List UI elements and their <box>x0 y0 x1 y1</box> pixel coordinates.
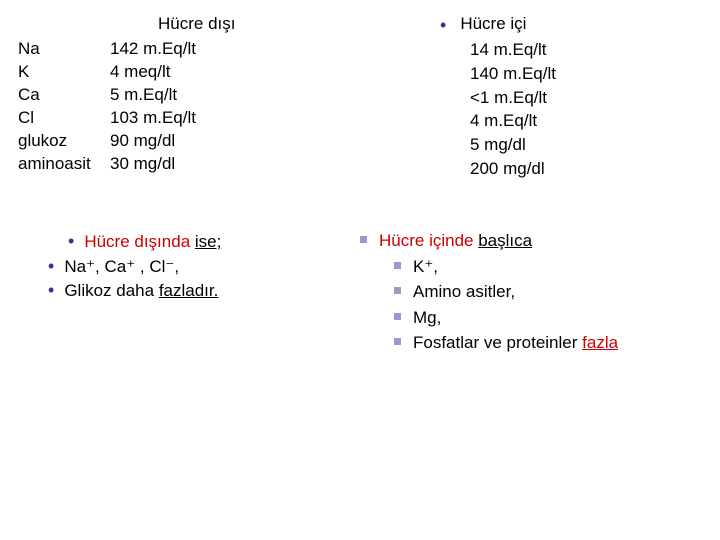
table-row: Cl103 m.Eq/lt <box>18 107 196 130</box>
right-title: Hücre içi <box>460 14 526 34</box>
note-text: Glikoz daha fazladır. <box>64 279 218 304</box>
value-item: 14 m.Eq/lt <box>470 38 556 62</box>
note-text: Amino asitler, <box>413 279 515 305</box>
row-label: Na <box>18 38 110 61</box>
row-value: 30 mg/dl <box>110 153 196 176</box>
table-row: aminoasit30 mg/dl <box>18 153 196 176</box>
value-item: <1 m.Eq/lt <box>470 86 556 110</box>
left-notes: • Hücre dışında ise; • Na⁺, Ca⁺ , Cl⁻, •… <box>48 230 221 304</box>
row-label: Ca <box>18 84 110 107</box>
row-value: 4 meq/lt <box>110 61 196 84</box>
row-label: aminoasit <box>18 153 110 176</box>
bullet-icon: • <box>48 255 54 278</box>
value-item: 5 mg/dl <box>470 133 556 157</box>
note-text: Hücre içinde başlıca <box>379 228 532 254</box>
value-item: 140 m.Eq/lt <box>470 62 556 86</box>
right-title-wrap: • Hücre içi <box>440 14 526 37</box>
square-bullet-icon <box>394 287 401 294</box>
right-notes: Hücre içinde başlıca K⁺, Amino asitler, … <box>360 228 618 356</box>
square-bullet-icon <box>360 236 367 243</box>
note-text: Na⁺, Ca⁺ , Cl⁻, <box>64 255 179 280</box>
square-bullet-icon <box>394 338 401 345</box>
row-value: 142 m.Eq/lt <box>110 38 196 61</box>
row-value: 103 m.Eq/lt <box>110 107 196 130</box>
note-text: K⁺, <box>413 254 438 280</box>
bullet-icon: • <box>68 230 74 253</box>
extracellular-table: Na142 m.Eq/lt K4 meq/lt Ca5 m.Eq/lt Cl10… <box>18 38 196 176</box>
slide: Hücre dışı Na142 m.Eq/lt K4 meq/lt Ca5 m… <box>0 0 720 540</box>
row-value: 5 m.Eq/lt <box>110 84 196 107</box>
value-item: 4 m.Eq/lt <box>470 109 556 133</box>
note-text: Mg, <box>413 305 441 331</box>
row-value: 90 mg/dl <box>110 130 196 153</box>
table-row: Na142 m.Eq/lt <box>18 38 196 61</box>
value-item: 200 mg/dl <box>470 157 556 181</box>
table-row: K4 meq/lt <box>18 61 196 84</box>
bullet-icon: • <box>440 14 446 37</box>
table-row: glukoz90 mg/dl <box>18 130 196 153</box>
square-bullet-icon <box>394 313 401 320</box>
square-bullet-icon <box>394 262 401 269</box>
left-title: Hücre dışı <box>158 14 235 34</box>
bullet-icon: • <box>48 279 54 302</box>
intracellular-values: 14 m.Eq/lt 140 m.Eq/lt <1 m.Eq/lt 4 m.Eq… <box>470 38 556 181</box>
row-label: K <box>18 61 110 84</box>
note-text: Fosfatlar ve proteinler fazla <box>413 330 618 356</box>
row-label: glukoz <box>18 130 110 153</box>
note-text: Hücre dışında ise; <box>84 230 221 255</box>
table-row: Ca5 m.Eq/lt <box>18 84 196 107</box>
row-label: Cl <box>18 107 110 130</box>
